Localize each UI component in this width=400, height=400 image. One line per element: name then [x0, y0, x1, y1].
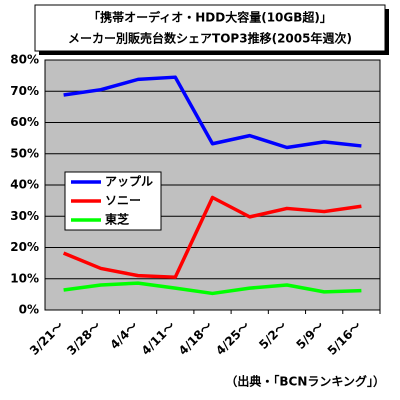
y-tick-label: 80%: [10, 53, 39, 67]
x-tick-label: 5/2～: [256, 319, 289, 352]
x-tick-label: 3/28～: [64, 319, 103, 358]
x-tick-label: 3/21～: [27, 319, 66, 358]
y-tick-label: 50%: [10, 146, 39, 160]
legend-label: アップル: [105, 174, 153, 189]
series-line: [63, 75, 362, 150]
series-line: [62, 195, 362, 279]
title-box: [34, 4, 386, 52]
chart-subtitle: メーカー別販売台数シェアTOP3推移(2005年週次): [68, 31, 352, 46]
y-tick-label: 10%: [10, 271, 39, 285]
y-tick-label: 0%: [19, 303, 39, 317]
x-tick-label: 4/18～: [176, 319, 215, 358]
x-tick-label: 4/25～: [213, 319, 252, 358]
legend-label: 東芝: [105, 212, 129, 227]
series-line: [63, 281, 362, 296]
y-tick-label: 70%: [10, 84, 39, 98]
y-tick-label: 40%: [10, 178, 39, 192]
y-tick-label: 20%: [10, 240, 39, 254]
x-tick-label: 4/4～: [107, 319, 140, 352]
chart-title: 「携帯オーディオ・HDD大容量(10GB超)」: [88, 10, 332, 25]
y-tick-label: 60%: [10, 115, 39, 129]
x-tick-label: 4/11～: [139, 319, 178, 358]
y-tick-label: 30%: [10, 209, 39, 223]
x-tick-label: 5/9～: [293, 319, 326, 352]
legend-label: ソニー: [105, 194, 141, 208]
x-tick-label: 5/16～: [325, 319, 364, 358]
source-note: （出典・「BCNランキング」）: [225, 374, 385, 389]
